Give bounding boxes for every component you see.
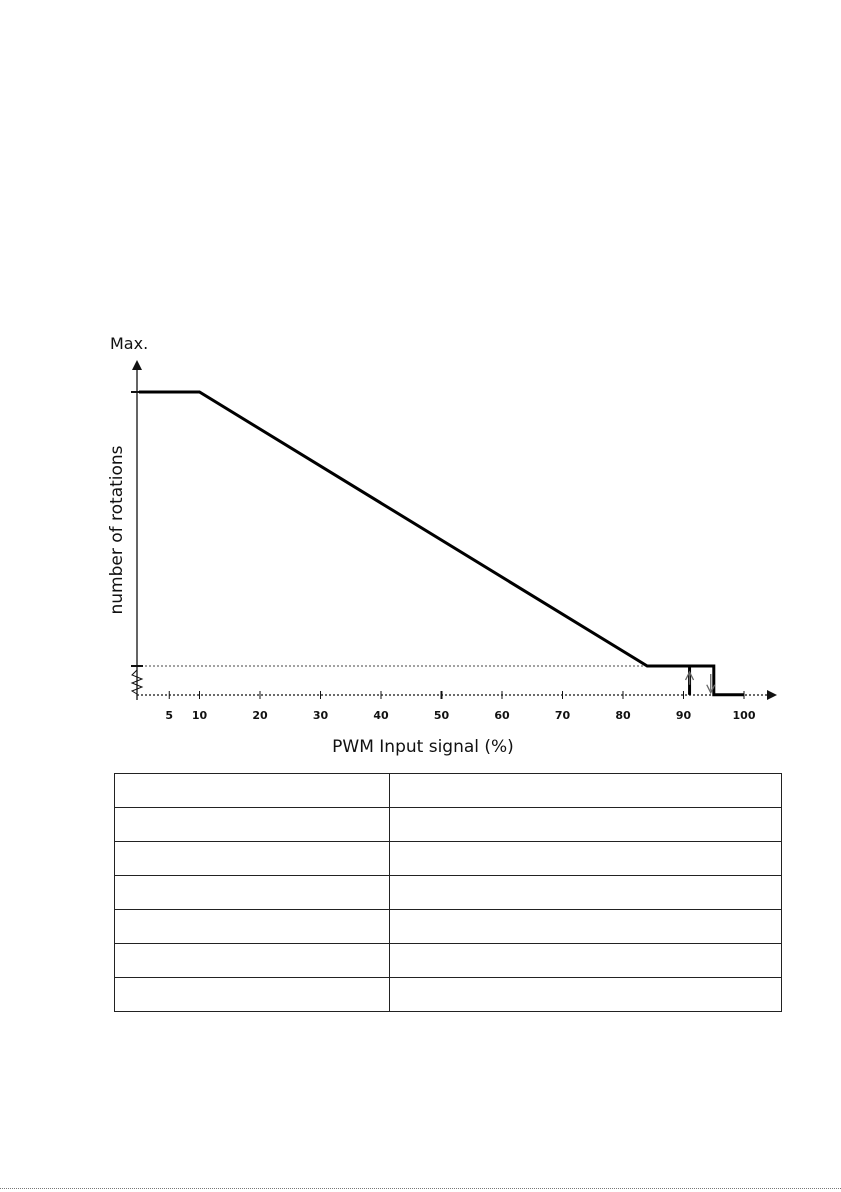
table-row	[114, 875, 782, 910]
x-tick-label: 100	[733, 709, 756, 722]
hysteresis-down-arrow-head	[706, 684, 716, 695]
table-cell	[114, 977, 390, 1012]
parameter-table	[114, 773, 782, 1012]
y-max-label: Max.	[110, 334, 148, 353]
table-row	[114, 807, 782, 842]
rotation-curve	[139, 390, 744, 697]
y-axis-label: number of rotations	[107, 445, 127, 614]
x-tick-label: 70	[555, 709, 571, 722]
table-cell	[114, 909, 390, 944]
x-tick-label: 20	[252, 709, 268, 722]
page-bottom-rule	[0, 1188, 841, 1189]
table-cell	[389, 909, 782, 944]
table-cell	[389, 977, 782, 1012]
table-row	[114, 909, 782, 944]
table-row	[114, 977, 782, 1012]
table-cell	[114, 875, 390, 910]
table-row	[114, 943, 782, 978]
table-cell	[389, 773, 782, 808]
x-axis-label: PWM Input signal (%)	[332, 737, 514, 757]
table-row	[114, 841, 782, 876]
rotation-vs-pwm-chart: 5 10 20 30 40 50 60 70 80 90 100 Max. number of ro…	[107, 334, 777, 757]
table-cell	[389, 875, 782, 910]
x-tick-label: 5	[165, 709, 173, 722]
x-tick-label: 90	[676, 709, 692, 722]
table-cell	[389, 943, 782, 978]
table-cell	[389, 841, 782, 876]
table-cell	[114, 841, 390, 876]
table-row	[114, 773, 782, 808]
x-tick-label: 50	[434, 709, 450, 722]
table-cell	[114, 943, 390, 978]
x-tick-label: 80	[615, 709, 631, 722]
hysteresis-up-arrow-head	[684, 670, 695, 681]
x-tick-label: 30	[313, 709, 329, 722]
x-tick-label: 40	[373, 709, 389, 722]
y-axis-break	[130, 669, 144, 695]
table-cell	[114, 807, 390, 842]
table-cell	[389, 807, 782, 842]
table-cell	[114, 773, 390, 808]
x-tick-label: 10	[192, 709, 208, 722]
x-tick-label: 60	[494, 709, 510, 722]
